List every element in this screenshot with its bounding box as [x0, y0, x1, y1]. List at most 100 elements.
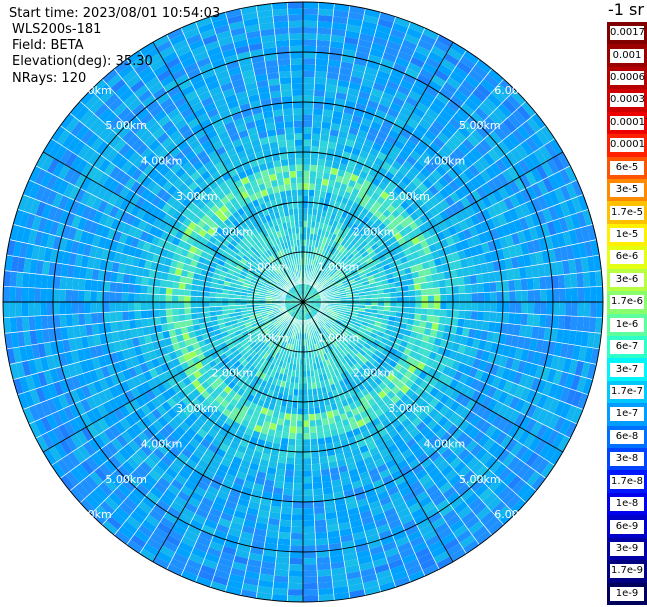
data-gate: [190, 259, 198, 268]
data-gate: [320, 412, 328, 420]
data-gate: [337, 169, 346, 178]
data-gate: [89, 471, 104, 486]
data-gate: [135, 319, 143, 329]
data-gate: [252, 324, 260, 331]
data-gate: [553, 416, 566, 433]
data-gate: [307, 305, 314, 310]
data-gate: [135, 275, 143, 285]
data-gate: [465, 151, 478, 165]
data-gate: [247, 348, 255, 355]
data-gate: [376, 345, 385, 354]
data-gate: [312, 394, 319, 402]
data-gate: [347, 88, 360, 97]
data-gate: [48, 261, 57, 276]
data-gate: [448, 180, 460, 192]
data-gate: [240, 418, 250, 428]
data-gate: [433, 180, 444, 192]
data-gate: [137, 524, 154, 538]
data-gate: [460, 395, 471, 408]
data-gate: [256, 592, 273, 601]
data-gate: [191, 313, 199, 320]
data-gate: [284, 413, 292, 421]
data-gate: [577, 302, 585, 317]
data-gate: [118, 232, 128, 245]
data-gate: [351, 69, 365, 79]
data-gate: [194, 464, 207, 476]
data-gate: [325, 312, 332, 317]
data-gate: [382, 453, 394, 464]
data-gate: [346, 335, 354, 342]
data-gate: [96, 291, 104, 302]
data-gate: [409, 191, 420, 202]
data-gate: [69, 486, 85, 503]
data-gate: [438, 316, 446, 325]
data-gate: [366, 494, 380, 505]
data-gate: [402, 433, 414, 444]
data-gate: [291, 508, 303, 515]
data-gate: [359, 444, 370, 454]
data-gate: [178, 255, 187, 264]
data-gate: [140, 188, 152, 200]
data-gate: [147, 285, 154, 295]
data-gate: [303, 158, 311, 165]
data-gate: [176, 261, 185, 270]
data-gate: [303, 233, 307, 240]
data-gate: [176, 203, 187, 214]
data-gate: [528, 436, 542, 452]
data-gate: [379, 146, 391, 156]
data-gate: [360, 477, 373, 487]
data-gate: [393, 276, 401, 283]
data-gate: [137, 335, 146, 346]
data-gate: [431, 344, 440, 354]
data-gate: [84, 494, 100, 510]
data-gate: [351, 258, 359, 266]
data-gate: [457, 506, 473, 520]
data-gate: [303, 208, 308, 215]
data-gate: [428, 80, 443, 93]
data-gate: [468, 225, 478, 237]
data-gate: [346, 462, 358, 471]
data-gate: [265, 339, 272, 346]
data-gate: [355, 333, 363, 340]
data-gate: [458, 419, 470, 432]
data-gate: [404, 329, 412, 337]
data-gate: [460, 435, 473, 449]
data-gate: [346, 375, 355, 384]
data-gate: [273, 311, 281, 315]
data-gate: [323, 315, 330, 321]
data-gate: [520, 242, 530, 256]
data-gate: [332, 311, 339, 316]
data-gate: [342, 248, 349, 256]
data-gate: [314, 375, 320, 383]
data-gate: [162, 264, 171, 274]
data-gate: [303, 164, 311, 171]
data-gate: [171, 199, 182, 211]
data-gate: [289, 545, 303, 552]
data-gate: [314, 282, 320, 289]
data-gate: [258, 432, 268, 441]
data-gate: [484, 292, 491, 302]
data-gate: [97, 186, 109, 200]
data-gate: [317, 321, 323, 328]
data-gate: [578, 242, 587, 258]
data-gate: [339, 528, 353, 537]
data-gate: [128, 302, 135, 312]
data-gate: [488, 271, 496, 283]
data-gate: [85, 180, 98, 195]
data-gate: [285, 306, 292, 310]
data-gate: [212, 364, 221, 373]
data-gate: [489, 281, 497, 293]
data-gate: [330, 263, 337, 270]
data-gate: [422, 113, 436, 125]
data-gate: [250, 332, 258, 339]
data-gate: [303, 64, 316, 72]
data-gate: [357, 359, 365, 367]
data-gate: [428, 351, 438, 361]
data-gate: [427, 295, 435, 302]
data-gate: [358, 561, 375, 571]
data-gate: [184, 338, 193, 347]
data-gate: [140, 285, 148, 294]
data-gate: [126, 426, 138, 440]
data-gate: [141, 211, 152, 223]
data-gate: [242, 352, 250, 360]
